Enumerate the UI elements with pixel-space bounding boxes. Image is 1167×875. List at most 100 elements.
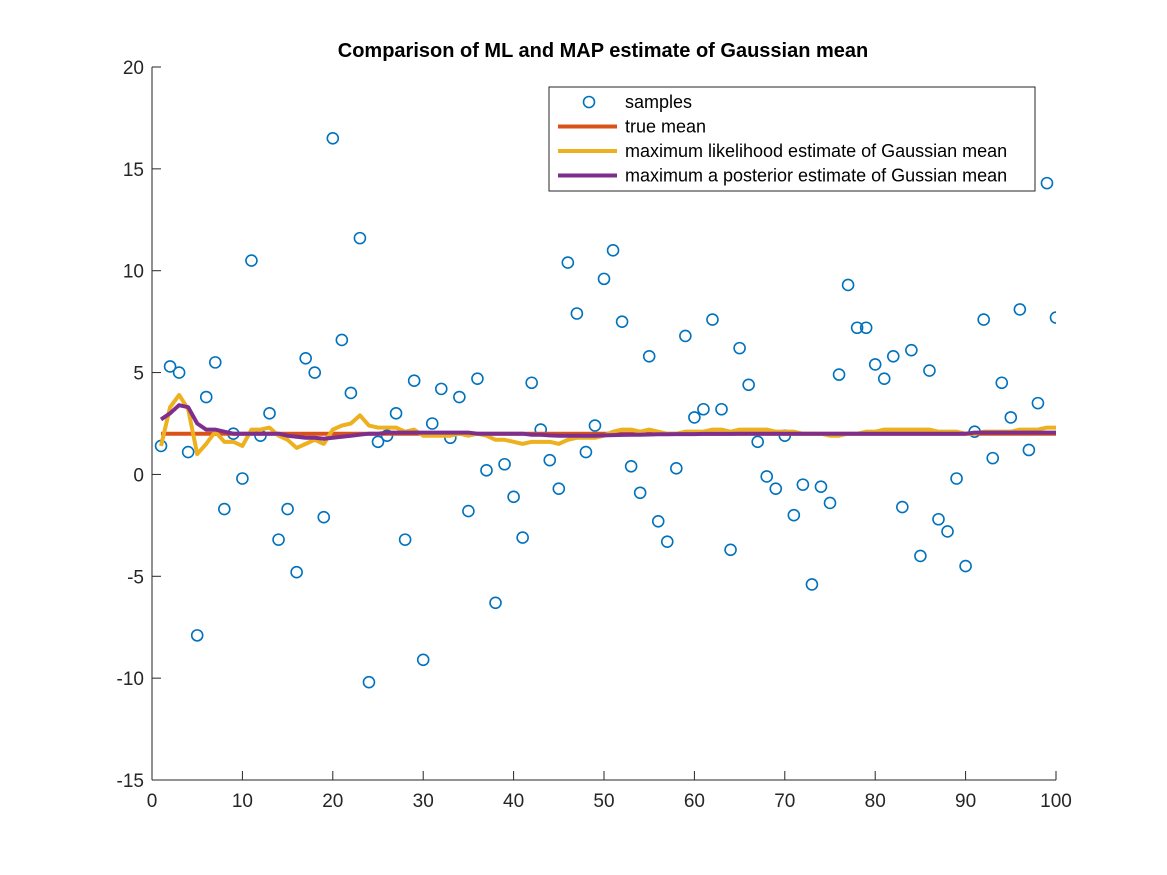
x-tick-label: 90 (955, 791, 976, 812)
sample-point (697, 402, 710, 416)
sample-point (760, 470, 774, 483)
sample-point (706, 313, 719, 326)
y-tick-label: 20 (123, 58, 144, 79)
sample-point (489, 596, 502, 610)
sample-point (805, 578, 819, 591)
sample-point (570, 307, 584, 320)
sample-point (905, 343, 918, 357)
sample-point (462, 504, 475, 518)
sample-point (624, 459, 638, 473)
sample-point (814, 480, 828, 493)
x-tick-label: 10 (232, 791, 253, 812)
sample-point (642, 349, 656, 363)
x-tick-label: 50 (593, 791, 614, 812)
sample-point (615, 315, 629, 328)
sample-point (172, 366, 186, 379)
x-tick-label: 0 (147, 791, 158, 812)
sample-point (832, 368, 846, 381)
sample-point (398, 533, 412, 546)
sample-point (1004, 411, 1018, 424)
sample-point (344, 386, 358, 400)
y-tick-label: 0 (133, 465, 144, 486)
legend-label: true mean (625, 117, 706, 137)
sample-point (353, 231, 367, 245)
sample-point (950, 472, 963, 485)
x-tick-label: 20 (322, 791, 343, 812)
sample-point (859, 321, 873, 335)
sample-point (389, 407, 403, 420)
sample-point (715, 402, 728, 416)
sample-point (769, 482, 783, 495)
sample-point (995, 376, 1009, 390)
sample-point (787, 508, 801, 522)
sample-point (914, 549, 927, 563)
sample-point (1022, 443, 1036, 457)
sample-point (1031, 396, 1045, 410)
x-tick-label: 40 (503, 791, 524, 812)
sample-point (263, 407, 276, 420)
sample-point (516, 531, 529, 544)
sample-point (633, 486, 647, 500)
legend-box (548, 86, 1036, 192)
sample-point (941, 525, 954, 538)
chart-title: Comparison of ML and MAP estimate of Gau… (338, 40, 868, 62)
sample-point (688, 411, 701, 424)
legend-marker-samples (582, 95, 596, 109)
sample-point (272, 533, 285, 546)
sample-point (218, 502, 231, 516)
sample-point (670, 462, 683, 475)
sample-point (986, 451, 1000, 465)
series-group (154, 132, 1056, 689)
sample-point (868, 358, 882, 371)
sample-point (923, 364, 936, 377)
sample-point (561, 256, 575, 269)
sample-point (651, 514, 665, 528)
sample-point (308, 366, 322, 379)
sample-point (181, 445, 195, 459)
sample-point (1040, 176, 1054, 190)
y-tick-label: -10 (117, 669, 144, 690)
sample-point (543, 453, 557, 467)
sample-point (208, 356, 222, 369)
sample-point (380, 429, 394, 443)
x-tick-label: 70 (774, 791, 795, 812)
sample-point (588, 419, 602, 432)
sample-point (434, 382, 448, 396)
sample-point (886, 349, 900, 363)
sample-point (679, 329, 692, 343)
sample-point (335, 333, 349, 347)
sample-point (751, 435, 764, 449)
sample-point (425, 417, 439, 430)
y-tick-label: 10 (123, 262, 144, 283)
legend-label: maximum likelihood estimate of Gaussian … (625, 141, 1007, 161)
sample-point (317, 510, 331, 524)
sample-point (199, 390, 213, 404)
sample-point (660, 535, 674, 548)
sample-point (453, 390, 466, 404)
y-tick-label: 5 (133, 364, 144, 385)
y-tick-label: 15 (123, 160, 144, 181)
sample-point (841, 278, 855, 292)
sample-point (932, 512, 945, 526)
sample-point (597, 272, 611, 286)
series-map-estimate-line (159, 403, 1056, 441)
plot-area (154, 132, 1056, 689)
sample-point (552, 482, 566, 495)
sample-point (416, 653, 430, 667)
sample-point (1013, 303, 1027, 316)
sample-point (281, 502, 294, 516)
sample-point (525, 376, 538, 390)
sample-point (896, 500, 909, 514)
legend-entry: maximum likelihood estimate of Gaussian … (558, 141, 1007, 161)
sample-point (796, 478, 810, 491)
sample-point (362, 675, 376, 689)
sample-point (959, 559, 972, 573)
y-tick-label: -5 (127, 567, 144, 588)
sample-point (371, 435, 385, 449)
sample-point (850, 321, 864, 335)
sample-point (977, 313, 990, 326)
sample-point (724, 543, 737, 557)
sample-point (579, 445, 593, 459)
legend: samples true mean maximum likelihood estim… (548, 86, 1036, 192)
